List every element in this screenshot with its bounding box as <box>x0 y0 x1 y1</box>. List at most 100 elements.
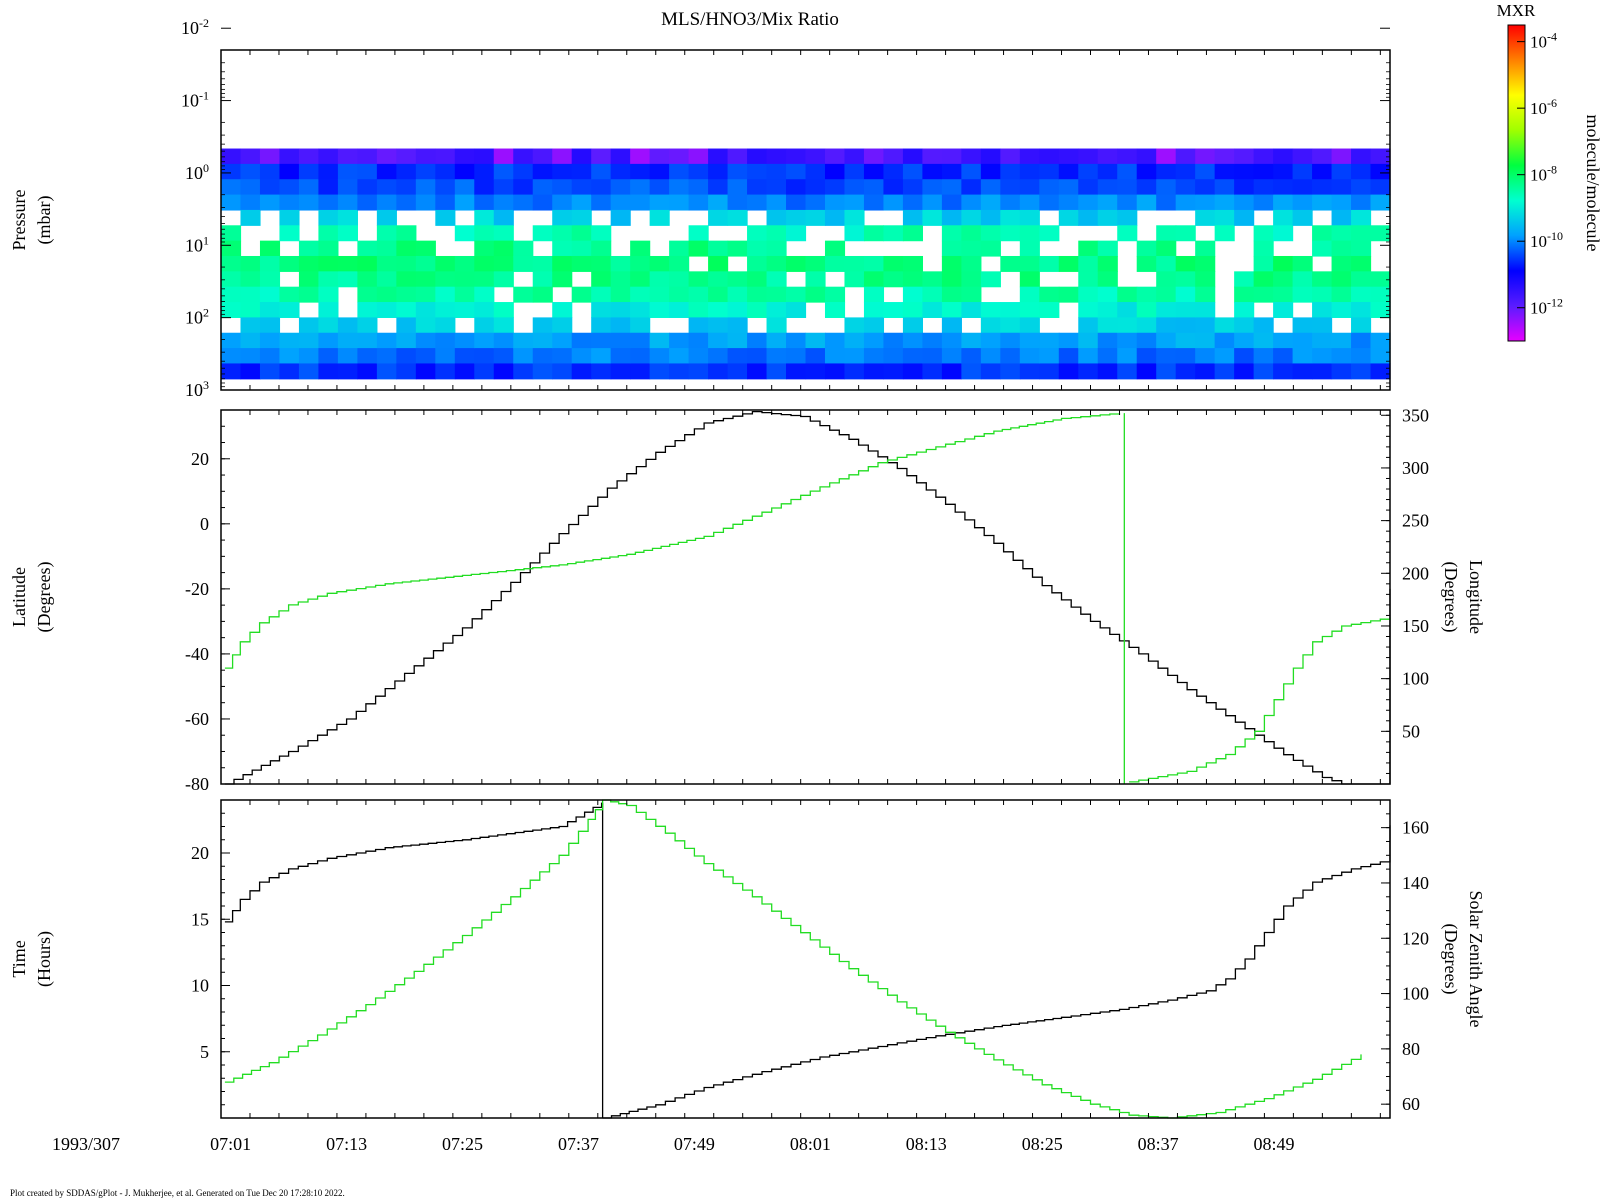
heatmap-cell <box>591 179 612 196</box>
heatmap-cell <box>708 317 729 334</box>
heatmap-cell <box>1292 194 1313 211</box>
heatmap-cell <box>688 286 709 303</box>
heatmap-cell <box>1351 348 1372 365</box>
heatmap-cell <box>337 255 358 272</box>
heatmap-cell <box>766 302 787 318</box>
time-line <box>224 802 603 923</box>
heatmap-cell <box>1156 363 1177 380</box>
heatmap-cell <box>1370 179 1391 196</box>
heatmap-cell <box>649 271 670 288</box>
heatmap-cell <box>1097 163 1118 180</box>
heatmap-cell <box>610 179 631 196</box>
heatmap-cell <box>649 302 670 318</box>
heatmap-cell <box>571 194 592 211</box>
heatmap-cell <box>824 148 846 165</box>
pressure-axis-label-line2: (mbar) <box>34 196 55 245</box>
heatmap-cell <box>298 194 320 211</box>
heatmap-cell <box>922 148 943 165</box>
heatmap-cell <box>591 286 612 303</box>
heatmap-cell <box>1195 348 1216 365</box>
heatmap-cell <box>610 148 631 165</box>
heatmap-cell <box>1000 348 1021 365</box>
heatmap-cell <box>240 148 261 165</box>
heatmap-cell <box>591 225 612 242</box>
x-tick-label: 07:37 <box>558 1134 599 1154</box>
heatmap-cell <box>259 348 281 365</box>
heatmap-cell <box>941 332 962 349</box>
heatmap-cell <box>688 348 709 365</box>
heatmap-cell <box>844 271 865 288</box>
heatmap-cell <box>357 179 378 196</box>
heatmap-cell <box>454 225 475 242</box>
heatmap-cell <box>1136 255 1157 272</box>
heatmap-cell <box>259 240 281 257</box>
heatmap-cell <box>493 163 514 180</box>
heatmap-cell <box>1078 271 1099 288</box>
heatmap-cell <box>435 179 456 196</box>
heatmap-cell <box>902 163 923 180</box>
heatmap-cell <box>259 317 281 334</box>
lat-lon-series <box>224 410 1391 785</box>
heatmap-cell <box>1156 240 1177 257</box>
latlon-panel-frame <box>220 409 1391 785</box>
heatmap-cell <box>279 348 300 365</box>
heatmap-cell <box>1273 363 1294 380</box>
heatmap-cell <box>766 317 787 334</box>
heatmap-cell <box>552 255 573 272</box>
heatmap-cell <box>669 148 690 165</box>
heatmap-cell <box>941 286 962 303</box>
heatmap-cell <box>941 271 962 288</box>
heatmap-cell <box>318 271 339 288</box>
heatmap-cell <box>883 179 904 196</box>
heatmap-cell <box>318 240 339 257</box>
heatmap-cell <box>1097 148 1118 165</box>
heatmap-cell <box>1253 179 1274 196</box>
heatmap-cell <box>1097 255 1118 272</box>
heatmap-cell <box>1370 286 1391 303</box>
heatmap-cell <box>669 240 690 257</box>
heatmap-cell <box>630 348 651 365</box>
heatmap-cell <box>727 271 748 288</box>
heatmap-cell <box>1292 332 1313 349</box>
heatmap-cell <box>552 240 573 257</box>
heatmap-cell <box>747 286 768 303</box>
heatmap-cell <box>1000 163 1021 180</box>
heatmap-cell <box>1312 194 1333 211</box>
heatmap-cell <box>493 209 514 226</box>
heatmap-cell <box>1000 332 1021 349</box>
heatmap-cell <box>844 163 865 180</box>
heatmap-cell <box>357 194 378 211</box>
colorbar-gradient <box>1507 24 1526 342</box>
heatmap-cell <box>1214 332 1235 349</box>
colorbar-tick-label: 10-4 <box>1530 30 1557 52</box>
heatmap-cell <box>863 348 885 365</box>
heatmap-cell <box>571 255 592 272</box>
heatmap-cell <box>688 163 709 180</box>
heatmap-cell <box>513 148 534 165</box>
heatmap-cell <box>1195 332 1216 349</box>
heatmap-cell <box>747 302 768 318</box>
heatmap-cell <box>591 255 612 272</box>
heatmap-cell <box>435 255 456 272</box>
heatmap-cell <box>1000 148 1021 165</box>
pressure-tick-label: 102 <box>185 306 209 328</box>
heatmap-cell <box>221 302 242 318</box>
heatmap-cell <box>1156 271 1177 288</box>
heatmap-cell <box>376 163 397 180</box>
heatmap-cell <box>318 209 339 226</box>
heatmap-cell <box>1331 332 1352 349</box>
heatmap-cell <box>1292 209 1313 226</box>
heatmap-cell <box>727 348 748 365</box>
x-tick-label: 08:01 <box>790 1134 831 1154</box>
heatmap-cell <box>688 363 709 380</box>
heatmap-cell <box>454 332 475 349</box>
sza-tick-label: 120 <box>1402 928 1429 948</box>
heatmap-cell <box>298 348 320 365</box>
heatmap-cell <box>415 332 436 349</box>
heatmap-cell <box>240 348 261 365</box>
heatmap-cell <box>493 225 514 242</box>
heatmap-cell <box>1019 209 1040 226</box>
heatmap-cell <box>221 348 242 365</box>
heatmap-cells <box>221 148 1391 380</box>
heatmap-cell <box>961 240 982 257</box>
